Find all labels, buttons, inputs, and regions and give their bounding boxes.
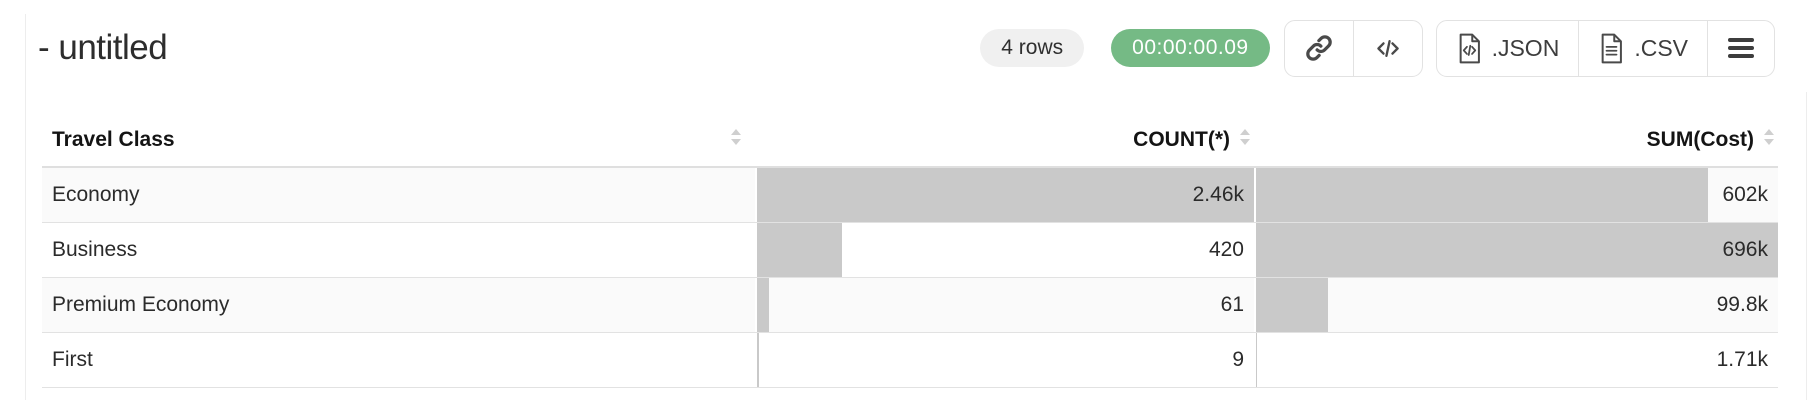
cell-count[interactable]: 420	[757, 223, 1254, 277]
code-icon	[1373, 35, 1403, 62]
cell-travel-class[interactable]: Business	[42, 223, 755, 277]
cell-value: 2.46k	[1192, 183, 1244, 206]
header-controls: 4 rows 00:00:00.09	[980, 19, 1775, 77]
export-json-button[interactable]: .JSON	[1437, 21, 1579, 76]
table-row: Premium Economy 61 99.8k	[42, 278, 1778, 333]
cell-sum[interactable]: 602k	[1256, 168, 1778, 222]
embed-code-button[interactable]	[1352, 20, 1422, 76]
sum-data-bar	[1256, 168, 1708, 222]
sort-icon[interactable]	[1238, 126, 1252, 154]
link-icon	[1304, 33, 1334, 63]
cell-sum[interactable]: 99.8k	[1256, 278, 1778, 332]
panel-right-edge	[1806, 92, 1807, 400]
count-data-bar	[757, 278, 770, 332]
cell-sum[interactable]: 696k	[1256, 223, 1778, 277]
column-label: SUM(Cost)	[1646, 128, 1754, 151]
share-button-group	[1283, 19, 1423, 77]
count-data-bar	[757, 333, 759, 387]
cell-count[interactable]: 9	[757, 333, 1254, 387]
sort-icon[interactable]	[729, 126, 743, 154]
column-label: Travel Class	[52, 128, 175, 151]
table-header-row: Travel Class COUNT(*) SUM(Cost)	[42, 114, 1778, 168]
cell-value: Premium Economy	[52, 293, 230, 316]
cell-value: First	[52, 348, 93, 371]
hamburger-menu-icon	[1727, 37, 1755, 59]
cell-value: Economy	[52, 183, 140, 206]
sum-data-bar	[1256, 223, 1778, 277]
file-text-icon	[1598, 33, 1625, 64]
cell-value: 9	[1232, 348, 1244, 371]
cell-count[interactable]: 61	[757, 278, 1254, 332]
export-button-group: .JSON .CSV	[1435, 19, 1775, 77]
sum-data-bar	[1256, 333, 1258, 387]
table-body: Economy 2.46k 602k Business 420 696k Pre…	[42, 168, 1778, 388]
cell-travel-class[interactable]: Premium Economy	[42, 278, 755, 332]
cell-travel-class[interactable]: First	[42, 333, 755, 387]
column-label: COUNT(*)	[1133, 128, 1230, 151]
cell-value: 420	[1208, 238, 1244, 261]
table-row: First 9 1.71k	[42, 333, 1778, 388]
sort-icon[interactable]	[1762, 126, 1776, 154]
cell-value: 99.8k	[1716, 293, 1768, 316]
export-csv-label: .CSV	[1634, 34, 1688, 61]
count-data-bar	[757, 223, 842, 277]
cell-count[interactable]: 2.46k	[757, 168, 1254, 222]
export-csv-button[interactable]: .CSV	[1578, 20, 1707, 76]
column-header-count[interactable]: COUNT(*)	[757, 114, 1254, 166]
page-title[interactable]: - untitled	[38, 28, 168, 67]
query-timer-badge: 00:00:00.09	[1111, 29, 1270, 67]
count-data-bar	[757, 168, 1254, 222]
table-row: Economy 2.46k 602k	[42, 168, 1778, 223]
table-row: Business 420 696k	[42, 223, 1778, 278]
export-json-label: .JSON	[1491, 34, 1560, 61]
cell-value: Business	[52, 238, 138, 261]
column-header-travel-class[interactable]: Travel Class	[42, 114, 755, 166]
cell-value: 696k	[1722, 238, 1768, 261]
cell-value: 602k	[1722, 183, 1768, 206]
row-count-badge: 4 rows	[980, 29, 1085, 67]
file-code-icon	[1456, 33, 1483, 64]
cell-travel-class[interactable]: Economy	[42, 168, 755, 222]
copy-link-button[interactable]	[1285, 21, 1353, 76]
results-table: Travel Class COUNT(*) SUM(Cost)	[42, 114, 1778, 388]
cell-value: 1.71k	[1716, 348, 1768, 371]
cell-sum[interactable]: 1.71k	[1256, 333, 1778, 387]
menu-button[interactable]	[1707, 20, 1774, 76]
column-header-sum-cost[interactable]: SUM(Cost)	[1256, 114, 1778, 166]
sum-data-bar	[1256, 278, 1329, 332]
panel-left-edge	[25, 14, 26, 400]
results-header: - untitled 4 rows 00:00:00.09	[0, 0, 1816, 96]
cell-value: 61	[1220, 293, 1244, 316]
